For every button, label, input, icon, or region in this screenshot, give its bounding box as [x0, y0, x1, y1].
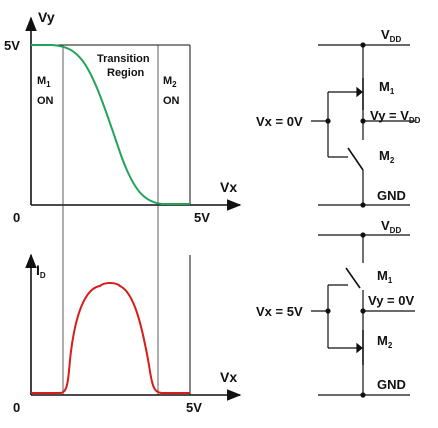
- output-label-top: Vy = VDD: [370, 108, 421, 125]
- m1-label-top: M1: [379, 79, 395, 96]
- bottom-x-axis-label: Vx: [220, 369, 237, 385]
- top-origin-label: 0: [13, 210, 20, 225]
- m1-label-bottom: M1: [377, 268, 393, 285]
- m2-switch-top: [347, 147, 364, 171]
- m2-label-bottom: M2: [377, 333, 393, 350]
- top-y-axis-label: Vy: [38, 9, 55, 25]
- m1-gate-arrow-top: [356, 86, 363, 98]
- top-y-tick-5v: 5V: [4, 38, 20, 53]
- m1-switch-bottom: [345, 267, 361, 289]
- output-label-bottom: Vy = 0V: [368, 293, 414, 308]
- m2-gate-arrow-bottom: [356, 342, 363, 354]
- m2-label-top: M2: [379, 148, 395, 165]
- supply-current-plot: ID 0 Vx 5V: [13, 253, 242, 415]
- region-m2-on-label: M2: [163, 75, 177, 89]
- inverter-circuit-input-low: [311, 42, 415, 208]
- bottom-origin-label: 0: [13, 400, 20, 415]
- region-m2-on-state: ON: [163, 95, 180, 107]
- region-m1-on-label: M1: [37, 75, 51, 89]
- inverter-circuit-input-high: [311, 232, 415, 398]
- vtc-curve: [31, 44, 190, 205]
- top-x-axis-label: Vx: [220, 179, 237, 195]
- vdd-label-bottom: VDD: [381, 218, 401, 235]
- region-m1-on-state: ON: [37, 95, 54, 107]
- transition-region-label-2: Region: [107, 67, 145, 79]
- id-curve: [31, 282, 190, 394]
- gnd-label-bottom: GND: [377, 377, 406, 392]
- top-x-tick-5v: 5V: [194, 210, 210, 225]
- transfer-characteristic-plot: Vy 5V 0 Vx 5V M1 ON Transition Region M2…: [4, 9, 242, 395]
- input-label-top: Vx = 0V: [256, 114, 303, 129]
- circuit-top-labels: VDD M1 Vy = VDD Vx = 0V M2 GND: [256, 27, 421, 203]
- vdd-label-top: VDD: [381, 27, 401, 44]
- circuit-bottom-labels: VDD M1 Vy = 0V Vx = 5V M2 GND: [256, 218, 414, 392]
- bottom-x-tick-5v: 5V: [186, 400, 202, 415]
- transition-region-label-1: Transition: [97, 53, 150, 65]
- gnd-label-top: GND: [377, 188, 406, 203]
- bottom-y-axis-label: ID: [36, 262, 46, 280]
- input-label-bottom: Vx = 5V: [256, 304, 303, 319]
